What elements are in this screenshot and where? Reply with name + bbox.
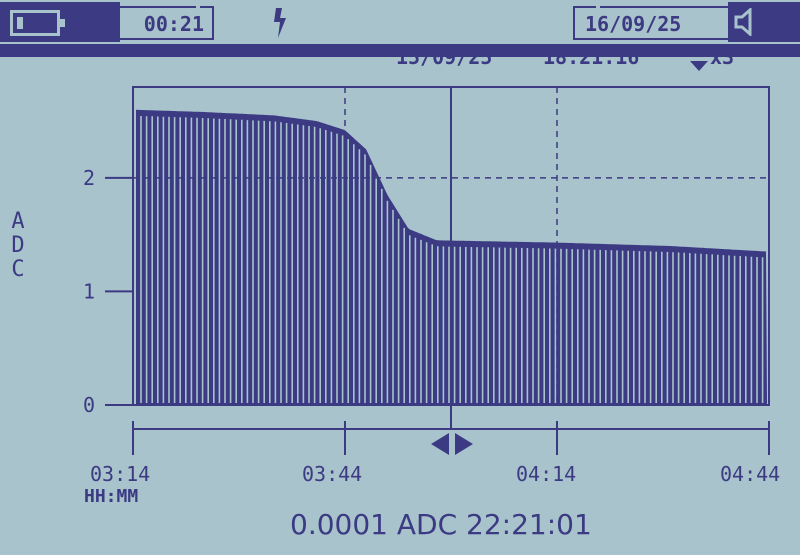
record-time: 18:21:16 <box>543 45 640 69</box>
left-right-arrows-icon[interactable] <box>431 433 473 459</box>
x-tick-label: 04:14 <box>516 462 577 486</box>
zoom-label: x3 <box>710 45 735 69</box>
speaker-icon[interactable] <box>734 6 756 40</box>
softkey-divider <box>396 0 400 13</box>
battery-icon <box>10 10 65 36</box>
x-tick-label: 04:44 <box>720 462 781 486</box>
status-bar: 00:21 16/09/25 <box>0 0 800 44</box>
current-date: 16/09/25 <box>585 12 682 36</box>
up-down-arrows-icon[interactable] <box>690 47 708 75</box>
y-axis-letter: A <box>11 209 25 234</box>
record-date: 15/09/25 <box>396 45 493 69</box>
x-axis <box>132 405 770 455</box>
y-axis-letter: D <box>11 233 25 258</box>
softkey-bar <box>0 0 800 57</box>
y-axis-letter: C <box>11 257 25 282</box>
x-tick-label: 03:44 <box>302 462 363 486</box>
elapsed-time: 00:21 <box>143 12 204 36</box>
grid-lines <box>133 87 769 405</box>
softkey-divider <box>196 0 200 13</box>
x-unit-label: HH:MM <box>84 486 139 507</box>
y-axis-label: A D C <box>8 210 28 282</box>
softkey-divider <box>596 0 600 13</box>
y-ticks: 0 1 2 <box>83 166 133 417</box>
y-tick-label: 0 <box>83 393 95 417</box>
y-tick-label: 2 <box>83 166 95 190</box>
status-right-tab <box>728 2 800 42</box>
x-tick-label: 03:14 <box>90 462 151 486</box>
y-tick-label: 1 <box>83 279 95 303</box>
elapsed-time-box: 00:21 <box>118 6 214 40</box>
lightning-icon <box>270 8 290 42</box>
cursor-readout: 0.0001 ADC 22:21:01 <box>290 508 592 541</box>
